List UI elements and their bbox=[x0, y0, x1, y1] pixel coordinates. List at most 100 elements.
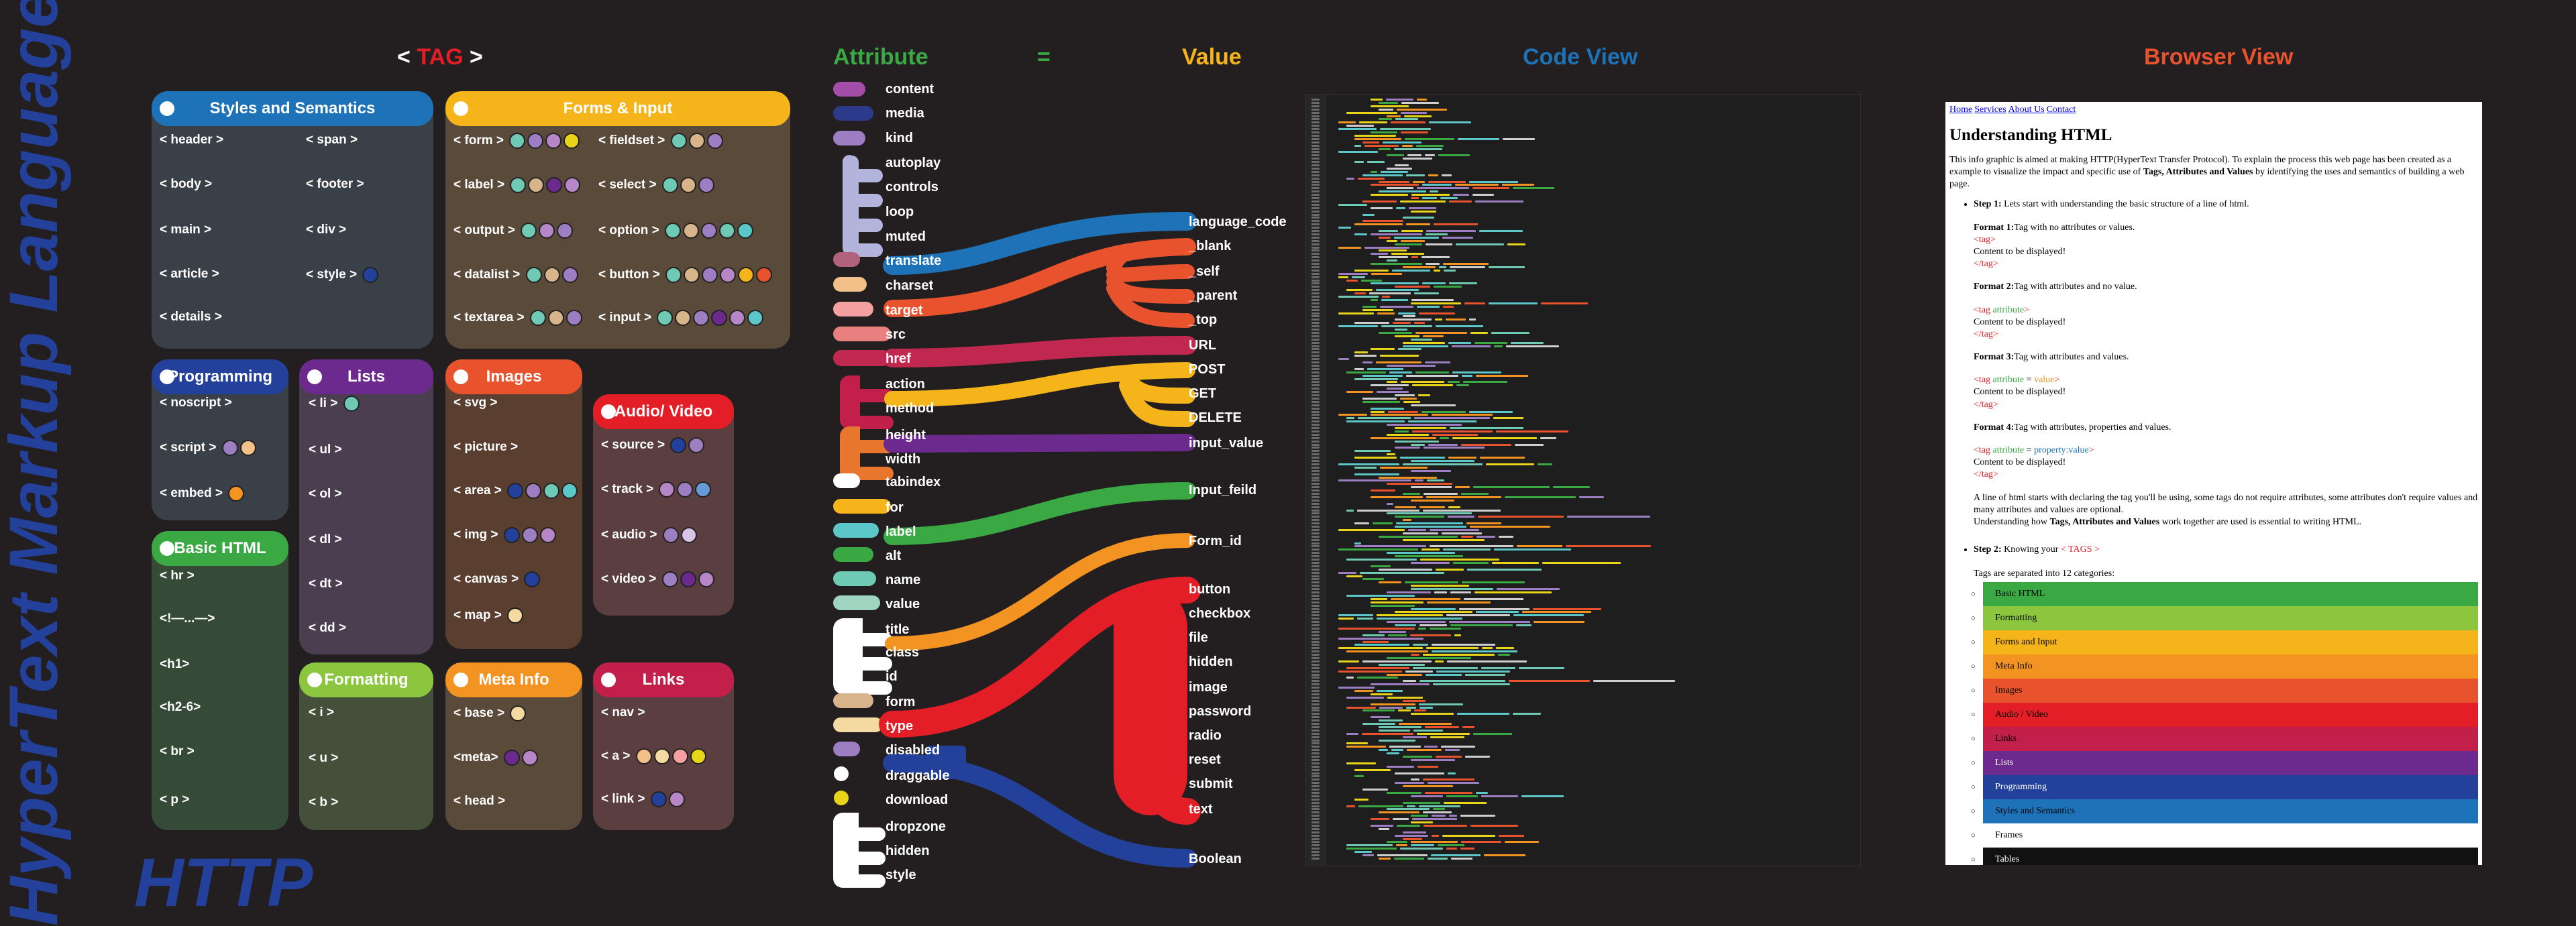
tag-output[interactable]: < output > bbox=[453, 223, 574, 239]
tag-track[interactable]: < track > bbox=[601, 481, 712, 498]
code-line bbox=[1475, 200, 1523, 202]
tag-li[interactable]: < li > bbox=[309, 396, 360, 412]
tag-dd[interactable]: < dd > bbox=[309, 621, 346, 635]
tag-nav[interactable]: < nav > bbox=[601, 705, 645, 719]
code-line bbox=[1423, 335, 1444, 337]
tag-video[interactable]: < video > bbox=[601, 571, 714, 587]
browser-view-heading: Browser View bbox=[2144, 44, 2294, 70]
tag-head[interactable]: < head > bbox=[453, 794, 506, 808]
tag-br[interactable]: < br > bbox=[160, 744, 195, 758]
code-line bbox=[1478, 516, 1564, 518]
tag-picture[interactable]: < picture > bbox=[453, 440, 519, 454]
tag-body[interactable]: < body > bbox=[160, 177, 213, 191]
code-line bbox=[1432, 834, 1439, 837]
code-line bbox=[1450, 427, 1523, 429]
tag-article[interactable]: < article > bbox=[160, 267, 219, 281]
tag-script[interactable]: < script > bbox=[160, 440, 256, 456]
line-number bbox=[1311, 256, 1320, 259]
browser-view-panel[interactable]: Home Services About Us Contact Understandin… bbox=[1945, 102, 2482, 865]
tag-fieldset[interactable]: < fieldset > bbox=[598, 133, 723, 149]
nav-link-home[interactable]: Home bbox=[1949, 105, 1973, 115]
tag-datalist[interactable]: < datalist > bbox=[453, 267, 578, 283]
code-line bbox=[1424, 447, 1485, 449]
nav-link-contact[interactable]: Contact bbox=[2046, 105, 2076, 115]
tag-a[interactable]: < a > bbox=[601, 748, 706, 764]
tag-label[interactable]: < label > bbox=[453, 177, 581, 193]
line-number bbox=[1311, 732, 1320, 735]
tag-noscript[interactable]: < noscript > bbox=[160, 396, 232, 410]
line-number bbox=[1311, 486, 1320, 489]
code-line bbox=[1354, 690, 1373, 692]
tag-input[interactable]: < input > bbox=[598, 310, 764, 326]
line-number bbox=[1311, 338, 1320, 341]
line-number bbox=[1311, 719, 1320, 722]
tag-h2-6[interactable]: <h2-6> bbox=[160, 700, 201, 714]
tag-embed[interactable]: < embed > bbox=[160, 485, 245, 502]
tag-option[interactable]: < option > bbox=[598, 223, 754, 239]
code-line bbox=[1444, 269, 1456, 272]
value-form-id: Form_id bbox=[1189, 534, 1242, 548]
code-line bbox=[1362, 854, 1374, 856]
tag-source[interactable]: < source > bbox=[601, 437, 705, 453]
code-line bbox=[1411, 778, 1419, 781]
code-line bbox=[1352, 276, 1365, 278]
tag-canvas[interactable]: < canvas > bbox=[453, 571, 541, 587]
tag-hr[interactable]: < hr > bbox=[160, 569, 195, 583]
nav-link-about[interactable]: About Us bbox=[2008, 105, 2045, 115]
code-line bbox=[1405, 137, 1454, 140]
tag-ol[interactable]: < ol > bbox=[309, 487, 342, 501]
tag-h1[interactable]: <h1> bbox=[160, 657, 190, 671]
code-line bbox=[1517, 545, 1562, 548]
tag-form[interactable]: < form > bbox=[453, 133, 580, 149]
code-line bbox=[1403, 341, 1445, 344]
code-line bbox=[1379, 118, 1392, 121]
code-line bbox=[1377, 312, 1395, 314]
card-header: Programming bbox=[152, 359, 288, 394]
code-line bbox=[1403, 266, 1436, 268]
code-line bbox=[1395, 782, 1424, 785]
tag-textarea[interactable]: < textarea > bbox=[453, 310, 582, 326]
tag-select[interactable]: < select > bbox=[598, 177, 714, 193]
code-line bbox=[1354, 466, 1377, 469]
tag-button[interactable]: < button > bbox=[598, 267, 773, 283]
tag-footer[interactable]: < footer > bbox=[306, 177, 364, 191]
tag-dl[interactable]: < dl > bbox=[309, 532, 342, 546]
tag-header[interactable]: < header > bbox=[160, 133, 224, 147]
code-view-panel[interactable] bbox=[1305, 94, 1861, 866]
code-line bbox=[1371, 253, 1388, 255]
attr-pill-type bbox=[833, 717, 883, 732]
code-line bbox=[1516, 624, 1532, 626]
tag-main[interactable]: < main > bbox=[160, 223, 212, 237]
code-line bbox=[1338, 687, 1375, 689]
tag-i[interactable]: < i > bbox=[309, 705, 335, 719]
tag-comment[interactable]: <!—...—> bbox=[160, 612, 215, 626]
tag-img[interactable]: < img > bbox=[453, 527, 556, 543]
code-line bbox=[1338, 627, 1415, 630]
tag-ul[interactable]: < ul > bbox=[309, 443, 342, 457]
circle-bullet-icon: ○ bbox=[1971, 590, 1976, 599]
tag-span[interactable]: < span > bbox=[306, 133, 358, 147]
line-number bbox=[1311, 341, 1320, 344]
code-line bbox=[1464, 597, 1523, 600]
code-line bbox=[1367, 367, 1403, 370]
line-number bbox=[1311, 223, 1320, 226]
tag-link[interactable]: < link > bbox=[601, 791, 685, 807]
tag-p[interactable]: < p > bbox=[160, 793, 190, 807]
intro-paragraph: This info graphic is aimed at making HTT… bbox=[1949, 155, 2465, 190]
tag-audio[interactable]: < audio > bbox=[601, 527, 697, 543]
tag-meta[interactable]: <meta> bbox=[453, 750, 538, 766]
tag-area[interactable]: < area > bbox=[453, 483, 578, 499]
line-number bbox=[1311, 736, 1320, 738]
tag-u[interactable]: < u > bbox=[309, 751, 339, 765]
code-line bbox=[1398, 312, 1415, 314]
code-line bbox=[1411, 298, 1454, 301]
tag-map[interactable]: < map > bbox=[453, 607, 524, 624]
tag-base[interactable]: < base > bbox=[453, 705, 527, 721]
tag-dt[interactable]: < dt > bbox=[309, 577, 343, 591]
nav-link-services[interactable]: Services bbox=[1974, 105, 2006, 115]
tag-details[interactable]: < details > bbox=[160, 310, 222, 324]
tag-svg[interactable]: < svg > bbox=[453, 396, 498, 410]
tag-b[interactable]: < b > bbox=[309, 795, 339, 809]
tag-div[interactable]: < div > bbox=[306, 223, 347, 237]
tag-style[interactable]: < style > bbox=[306, 267, 379, 283]
